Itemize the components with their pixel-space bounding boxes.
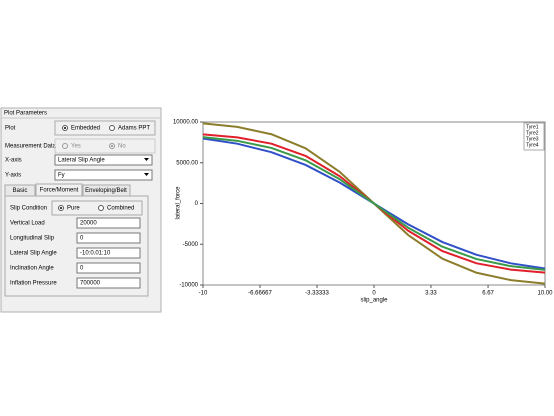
- select-value: Lateral Slip Angle: [58, 158, 105, 164]
- field-value: 0: [80, 236, 84, 242]
- tab-label[interactable]: Enveloping/Belt: [85, 188, 127, 194]
- radio[interactable]: [62, 143, 68, 149]
- dropdown-arrow: [144, 173, 149, 176]
- legend-entry: Tyre1: [526, 124, 539, 130]
- x-tick-label: 6.67: [482, 291, 494, 297]
- radio-dot: [64, 127, 66, 129]
- radio-label[interactable]: Yes: [71, 144, 81, 150]
- tab-label[interactable]: Force/Moment: [40, 188, 79, 194]
- text-input[interactable]: [76, 262, 141, 274]
- legend-entry: Tyre4: [526, 142, 539, 148]
- y-tick-label: 5000.00: [176, 160, 198, 166]
- radio-label[interactable]: Adams PPT: [118, 126, 150, 132]
- select[interactable]: [54, 169, 153, 181]
- radio-dot: [60, 207, 62, 209]
- field-label: Inflation Pressure: [10, 281, 57, 287]
- field-label: Vertical Load: [10, 221, 45, 227]
- legend-entry: Tyre2: [526, 130, 539, 136]
- field-value: 20000: [80, 221, 97, 227]
- text-input[interactable]: [76, 217, 141, 229]
- tab-label[interactable]: Basic: [13, 188, 28, 194]
- field-value: 700000: [80, 281, 101, 287]
- tab[interactable]: [4, 184, 36, 197]
- radio-group: [51, 200, 143, 216]
- y-tick-label: 10000.00: [173, 120, 199, 126]
- radio-dot: [111, 145, 113, 147]
- y-axis-label: Y-axis: [5, 173, 21, 179]
- field-value: -10:0.01:10: [80, 251, 111, 257]
- field-label: Inclination Angle: [10, 266, 54, 272]
- x-tick-label: -10: [199, 291, 208, 297]
- tab-active[interactable]: [35, 183, 83, 197]
- field-label: Longitudinal Slip: [10, 236, 55, 242]
- radio[interactable]: [109, 125, 115, 131]
- x-tick-label: 10.00: [537, 291, 553, 297]
- measurement-label: Measurement Data: [5, 144, 57, 150]
- x-tick-label: -6.66667: [248, 291, 272, 297]
- radio-label[interactable]: Embedded: [71, 126, 100, 132]
- field-value: 0: [80, 266, 84, 272]
- plot-label: Plot: [5, 126, 16, 132]
- text-input[interactable]: [76, 232, 141, 244]
- y-axis-title: lateral_force: [176, 186, 182, 220]
- radio[interactable]: [98, 205, 104, 211]
- field-label: Lateral Slip Angle: [10, 251, 57, 257]
- x-axis-label: X-axis: [5, 158, 22, 164]
- select[interactable]: [54, 154, 153, 166]
- y-tick-label: 0: [195, 201, 199, 207]
- radio-group: [54, 138, 156, 154]
- text-input[interactable]: [76, 277, 141, 289]
- x-axis-title: slip_angle: [360, 298, 388, 304]
- dropdown-arrow: [144, 158, 149, 161]
- panel-title: Plot Parameters: [4, 111, 47, 117]
- tab[interactable]: [82, 184, 131, 197]
- x-tick-label: -3.33333: [305, 291, 329, 297]
- fields: Vertical Load 20000 Longitudinal Slip 0 Late…: [10, 217, 141, 289]
- y-tick-label: -5000: [183, 242, 199, 248]
- radio-label[interactable]: Combined: [107, 206, 134, 212]
- radio-label[interactable]: Pure: [67, 206, 80, 212]
- radio-label[interactable]: No: [118, 144, 126, 150]
- y-tick-label: -10000: [179, 283, 198, 289]
- series-line: [202, 136, 546, 271]
- text-input[interactable]: [76, 247, 141, 259]
- x-tick-label: 0: [372, 291, 376, 297]
- legend: [523, 122, 545, 151]
- radio-group: [54, 120, 156, 136]
- legend-entry: Tyre3: [526, 136, 539, 142]
- select-value: Fy: [58, 173, 65, 179]
- slip-label: Slip Condition: [10, 206, 47, 212]
- chart: slip_angle lateral_force 10000.00 5000.00…: [173, 120, 553, 304]
- x-tick-label: 3.33: [425, 291, 437, 297]
